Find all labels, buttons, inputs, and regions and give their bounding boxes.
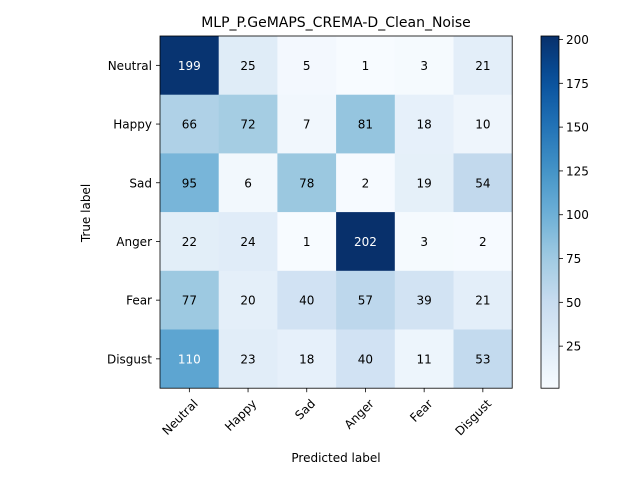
- colorbar-tick-label: 125: [566, 164, 589, 178]
- colorbar-tick-label: 75: [566, 252, 581, 266]
- cell-value-label: 1: [362, 59, 370, 73]
- colorbar-gradient: [540, 35, 560, 389]
- colorbar-tick-label: 50: [566, 296, 581, 310]
- heatmap-cell: [336, 212, 396, 272]
- cell-value-label: 11: [417, 352, 432, 366]
- colorbar-tick-label: 150: [566, 121, 589, 135]
- heatmap-cell: [336, 270, 396, 330]
- y-tick-label: Neutral: [108, 59, 152, 73]
- cell-value-label: 10: [475, 118, 490, 132]
- heatmap-cell: [277, 329, 337, 389]
- heatmap-cell: [336, 153, 396, 213]
- x-axis-label: Predicted label: [291, 451, 380, 465]
- cell-value-label: 54: [475, 176, 490, 190]
- y-axis-label: True label: [79, 184, 93, 243]
- heatmap-cell: [218, 270, 278, 330]
- cell-value-label: 199: [178, 59, 201, 73]
- cell-value-label: 81: [358, 118, 373, 132]
- cell-value-label: 18: [299, 352, 314, 366]
- heatmap-cell: [394, 36, 454, 95]
- cell-value-label: 20: [240, 294, 255, 308]
- colorbar-tick-label: 200: [566, 33, 589, 47]
- heatmap-cell: [277, 212, 337, 272]
- heatmap-cell: [160, 212, 219, 272]
- heatmap-cell: [453, 36, 513, 95]
- cell-value-label: 5: [303, 59, 311, 73]
- heatmap-cell: [160, 329, 219, 389]
- plot-frame: [159, 35, 513, 389]
- cell-value-label: 78: [299, 176, 314, 190]
- cell-value-label: 22: [182, 235, 197, 249]
- cell-value-label: 39: [417, 294, 432, 308]
- heatmap-cell: [336, 94, 396, 154]
- cell-value-label: 7: [303, 118, 311, 132]
- heatmap-cell: [218, 36, 278, 95]
- heatmap-cell: [394, 270, 454, 330]
- heatmap-cell: [160, 270, 219, 330]
- cell-value-label: 77: [182, 294, 197, 308]
- colorbar-tick-label: 25: [566, 340, 581, 354]
- colorbar-tick-label: 175: [566, 77, 589, 91]
- cell-value-label: 57: [358, 294, 373, 308]
- heatmap-cell: [218, 329, 278, 389]
- cell-value-label: 3: [420, 235, 428, 249]
- cell-value-label: 72: [240, 118, 255, 132]
- heatmap-cell: [160, 36, 219, 95]
- heatmap-cell: [336, 36, 396, 95]
- heatmap-cell: [218, 94, 278, 154]
- cell-value-label: 18: [417, 118, 432, 132]
- heatmap-cell: [394, 212, 454, 272]
- cell-value-label: 95: [182, 176, 197, 190]
- cell-value-label: 21: [475, 294, 490, 308]
- cell-value-label: 40: [299, 294, 314, 308]
- y-tick-label: Disgust: [107, 352, 152, 366]
- heatmap-cell: [160, 94, 219, 154]
- colorbar-tick-label: 100: [566, 208, 589, 222]
- heatmap-cell: [277, 94, 337, 154]
- heatmap-cell: [277, 36, 337, 95]
- heatmap-cell: [453, 270, 513, 330]
- heatmap-cell: [394, 153, 454, 213]
- heatmap-cell: [453, 153, 513, 213]
- cell-value-label: 21: [475, 59, 490, 73]
- cell-value-label: 6: [244, 176, 252, 190]
- heatmap-cell: [277, 153, 337, 213]
- cell-value-label: 53: [475, 352, 490, 366]
- heatmap-cell: [218, 212, 278, 272]
- cell-value-label: 24: [240, 235, 255, 249]
- y-tick-label: Anger: [116, 235, 152, 249]
- heatmap-cell: [160, 153, 219, 213]
- heatmap-cell: [453, 212, 513, 272]
- cell-value-label: 3: [420, 59, 428, 73]
- heatmap-cell: [394, 329, 454, 389]
- cell-value-label: 19: [417, 176, 432, 190]
- heatmap-cell: [453, 329, 513, 389]
- cell-value-label: 40: [358, 352, 373, 366]
- cell-value-label: 1: [303, 235, 311, 249]
- cell-value-label: 23: [240, 352, 255, 366]
- chart-title: MLP_P.GeMAPS_CREMA-D_Clean_Noise: [201, 15, 471, 31]
- heatmap-cell: [218, 153, 278, 213]
- cell-value-label: 110: [178, 352, 201, 366]
- colorbar: 25 50 75 100 125 150 175 200: [540, 33, 589, 389]
- cell-value-label: 25: [240, 59, 255, 73]
- y-tick-label: Sad: [129, 176, 152, 190]
- cell-value-label: 2: [362, 176, 370, 190]
- cell-value-label: 202: [354, 235, 377, 249]
- heatmap-cell: [453, 94, 513, 154]
- heatmap-cell: [394, 94, 454, 154]
- cell-value-label: 66: [182, 118, 197, 132]
- heatmap-cell: [336, 329, 396, 389]
- heatmap-cell: [277, 270, 337, 330]
- y-tick-label: Fear: [126, 294, 152, 308]
- cell-value-label: 2: [479, 235, 487, 249]
- y-tick-label: Happy: [113, 118, 152, 132]
